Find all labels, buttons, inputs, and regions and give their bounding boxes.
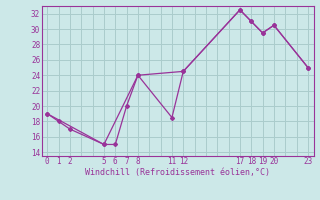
X-axis label: Windchill (Refroidissement éolien,°C): Windchill (Refroidissement éolien,°C) [85, 168, 270, 177]
